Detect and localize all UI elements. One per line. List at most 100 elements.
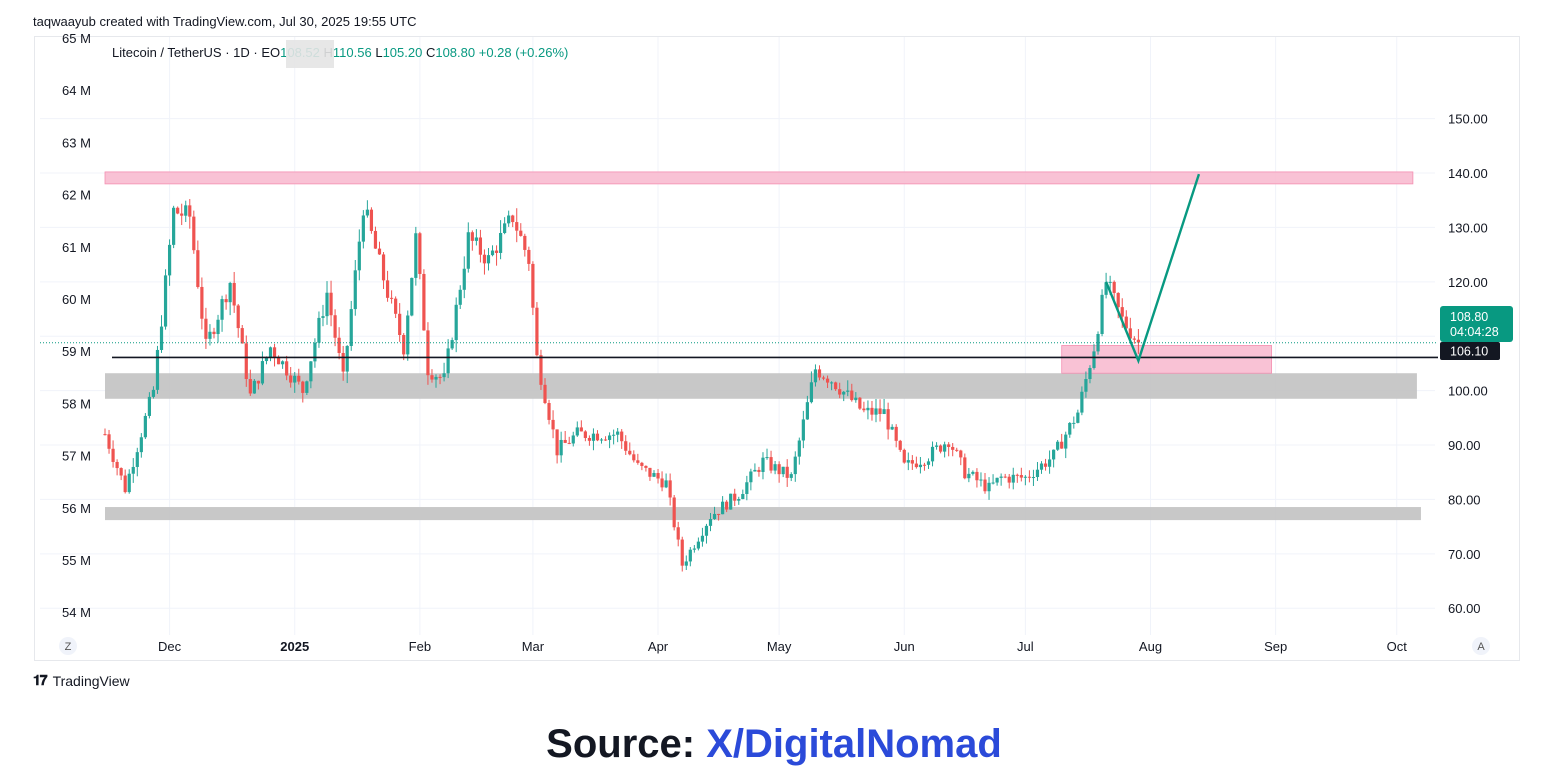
candle-body [1035, 469, 1040, 478]
x-tick-label: Aug [1139, 639, 1162, 654]
candle-body [394, 298, 398, 314]
candle-body [167, 244, 172, 276]
candle-body [555, 429, 559, 456]
candle-body [870, 407, 874, 415]
candle-body [636, 460, 640, 463]
candle-body [519, 230, 523, 236]
y-right-tick: 80.00 [1448, 492, 1481, 507]
candle-body [361, 215, 365, 242]
candle-body [1092, 351, 1096, 368]
candle-body [583, 431, 587, 438]
candle-body [143, 415, 147, 438]
candle-body [922, 464, 927, 466]
candle-body [353, 270, 357, 310]
x-tick-label: 2025 [280, 639, 309, 654]
candle-body [854, 397, 858, 401]
candle-body [503, 223, 507, 233]
candle-body [632, 454, 636, 461]
price-chart[interactable]: 150.00140.00130.00120.00110.00100.0090.0… [0, 0, 1548, 736]
candle-body [248, 379, 252, 394]
candle-body [1023, 476, 1027, 478]
y-right-tick: 140.00 [1448, 166, 1488, 181]
candle-body [551, 419, 555, 430]
y-left-tick: 63 M [62, 135, 91, 150]
level-price-label: 106.10 [1450, 345, 1488, 359]
candle-body [123, 475, 127, 493]
candle-body [285, 361, 289, 376]
candle-body [1096, 333, 1100, 352]
candle-body [192, 216, 196, 251]
candle-body [850, 390, 854, 401]
last-price-label: 108.80 [1450, 310, 1488, 324]
x-tick-label: Apr [648, 639, 669, 654]
candle-body [317, 317, 321, 343]
candle-body [236, 305, 240, 329]
candle-body [789, 474, 793, 478]
candle-body [773, 464, 777, 471]
candle-body [349, 309, 353, 346]
candle-body [1124, 316, 1128, 329]
candle-body [365, 209, 369, 216]
candle-body [563, 439, 567, 443]
candle-body [858, 397, 862, 409]
candle-body [882, 409, 886, 415]
candle-body [478, 237, 483, 255]
candle-body [410, 277, 414, 316]
candle-body [680, 539, 684, 566]
candle-body [498, 232, 503, 253]
candle-body [668, 480, 672, 498]
candle-body [1132, 338, 1136, 340]
tradingview-logo[interactable]: 𝟏𝟕 TradingView [33, 672, 130, 689]
candle-body [999, 476, 1003, 478]
candle-body [603, 439, 608, 441]
candle-body [821, 377, 826, 379]
y-left-tick: 57 M [62, 449, 91, 464]
candle-body [874, 408, 878, 415]
y-left-tick: 65 M [62, 31, 91, 46]
candle-body [272, 347, 277, 358]
candle-body [947, 444, 951, 447]
candle-body [676, 527, 680, 540]
candle-body [809, 382, 814, 403]
candle-body [490, 250, 495, 256]
candle-body [813, 369, 818, 383]
candle-body [369, 209, 374, 231]
candle-body [228, 282, 232, 303]
source-label: Source: [546, 722, 707, 766]
candle-body [801, 419, 805, 441]
candle-body [1088, 367, 1092, 380]
candle-body [797, 440, 801, 457]
candle-body [454, 304, 458, 341]
candle-body [1047, 459, 1052, 467]
candle-body [785, 466, 789, 478]
candle-body [906, 460, 910, 463]
candle-body [692, 548, 696, 550]
candle-body [902, 449, 906, 463]
candle-body [672, 497, 676, 528]
candle-body [200, 286, 204, 319]
candle-body [240, 328, 244, 344]
source-link[interactable]: X/DigitalNomad [706, 722, 1002, 766]
candle-body [385, 280, 390, 298]
candle-body [232, 282, 236, 306]
candle-body [817, 369, 822, 378]
candle-body [337, 337, 341, 354]
candle-body [838, 389, 842, 395]
corner-button-left [59, 637, 77, 655]
candle-body [1039, 463, 1044, 470]
candle-body [971, 471, 975, 474]
candle-body [987, 482, 991, 492]
candle-body [470, 232, 474, 241]
candle-body [264, 356, 269, 362]
candle-body [753, 469, 757, 472]
chart-frame[interactable] [34, 36, 1520, 661]
candle-body [777, 464, 781, 475]
candle-body [1116, 292, 1120, 308]
candle-body [894, 426, 898, 441]
x-tick-label: Feb [409, 639, 431, 654]
candle-body [523, 235, 527, 250]
candle-body [704, 525, 709, 536]
candle-body [696, 541, 700, 549]
y-right-tick: 100.00 [1448, 384, 1488, 399]
zone-support-low [105, 507, 1421, 521]
